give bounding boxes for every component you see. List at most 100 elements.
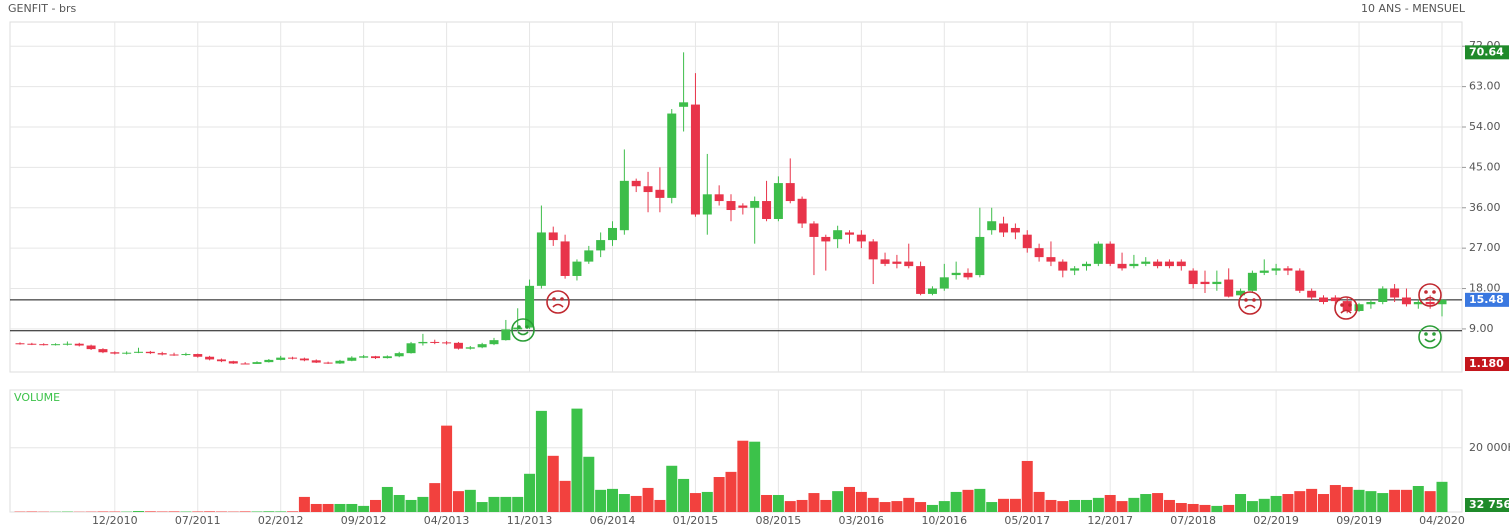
- volume-bar: [749, 441, 761, 512]
- candle-body: [904, 261, 914, 267]
- candle-body: [1153, 261, 1163, 267]
- candle-body: [1105, 243, 1115, 264]
- volume-bar: [1400, 489, 1412, 512]
- volume-bar: [701, 491, 713, 512]
- volume-bar: [689, 493, 701, 512]
- candle-body: [572, 261, 582, 276]
- volume-bar: [393, 494, 405, 512]
- y-tick-label: 18.00: [1469, 282, 1501, 295]
- candle-body: [1224, 279, 1234, 297]
- candle-body: [465, 347, 475, 349]
- candle-body: [1437, 299, 1447, 305]
- candle-body: [856, 234, 866, 242]
- volume-bar: [535, 410, 547, 512]
- candle-body: [608, 227, 617, 241]
- value-badge: [1465, 45, 1509, 60]
- volume-bar: [429, 483, 441, 512]
- candle-body: [252, 362, 262, 364]
- candle-body: [1022, 234, 1032, 249]
- volume-bar: [761, 494, 773, 512]
- candle-body: [1129, 263, 1139, 267]
- plot: [10, 52, 1462, 512]
- volume-bar: [1294, 491, 1306, 512]
- candle-body: [1070, 268, 1080, 271]
- volume-bar: [1152, 493, 1164, 512]
- candle-body: [39, 344, 49, 346]
- candle-body: [845, 232, 854, 235]
- value-badge: [1465, 292, 1509, 307]
- candle-body: [489, 340, 499, 345]
- y-tick-label: 63.00: [1469, 80, 1501, 93]
- candle-body: [98, 349, 108, 353]
- candle-body: [1401, 297, 1411, 305]
- volume-bar: [310, 503, 322, 512]
- candle-body: [880, 259, 890, 264]
- volume-bar: [1033, 491, 1045, 512]
- candle-body: [418, 341, 428, 344]
- candle-body: [1283, 268, 1293, 271]
- candle-body: [1342, 301, 1352, 311]
- x-tick-label: 10/2016: [921, 514, 967, 527]
- volume-bar: [512, 496, 524, 512]
- volume-bar: [464, 489, 476, 512]
- candle-body: [1141, 261, 1151, 264]
- candle-body: [726, 201, 736, 211]
- x-tick-label: 01/2015: [673, 514, 719, 527]
- volume-bar: [251, 511, 263, 512]
- volume-bar: [370, 499, 381, 512]
- volume-bar: [1199, 504, 1211, 512]
- volume-bar: [607, 488, 618, 512]
- candle-body: [536, 232, 546, 286]
- volume-bar: [595, 489, 607, 512]
- volume-bar: [133, 511, 144, 512]
- volume-bar: [915, 502, 927, 512]
- volume-bar: [441, 425, 453, 512]
- volume-bar: [1057, 501, 1069, 512]
- volume-bar: [654, 499, 666, 512]
- candle-body: [1413, 302, 1423, 305]
- x-tick-label: 04/2013: [424, 514, 470, 527]
- volume-bar: [298, 496, 310, 512]
- volume-bar: [1128, 497, 1140, 512]
- volume-bar: [974, 488, 986, 512]
- candle-body: [264, 359, 274, 363]
- candle-body: [773, 183, 783, 219]
- volume-bar: [1045, 499, 1057, 512]
- volume-bar: [737, 440, 749, 512]
- badge-label: 70.64: [1469, 45, 1504, 58]
- candle-body: [667, 113, 677, 198]
- volume-bar: [832, 491, 844, 512]
- y-tick-label: 9.00: [1469, 322, 1494, 335]
- volume-bar: [784, 501, 796, 512]
- volume-bar: [583, 456, 595, 512]
- volume-bar: [844, 486, 855, 512]
- volume-bar: [1140, 494, 1152, 512]
- chart-title: GENFIT - brs: [8, 2, 76, 15]
- volume-bar: [559, 480, 571, 512]
- candle-body: [1319, 297, 1328, 302]
- badge-label: 15.48: [1469, 293, 1504, 306]
- volume-bar: [713, 477, 725, 512]
- volume-bar: [1329, 485, 1341, 512]
- candle-body: [1212, 281, 1222, 285]
- candle-body: [916, 266, 926, 294]
- candle-body: [951, 272, 961, 276]
- candle-body: [371, 356, 380, 359]
- signals: [511, 283, 1442, 349]
- candle-body: [679, 102, 689, 107]
- volume-bar: [855, 491, 867, 512]
- candle-body: [750, 201, 760, 208]
- smile-icon: [1418, 325, 1442, 349]
- volume-bar: [926, 504, 938, 512]
- candle-body: [1247, 272, 1257, 291]
- candle-body: [157, 353, 167, 355]
- volume-bar: [642, 487, 654, 512]
- volume-bar: [322, 503, 334, 512]
- candle-body: [359, 356, 369, 358]
- volume-bar: [1081, 499, 1092, 512]
- volume-bar: [891, 501, 903, 512]
- candle-body: [702, 194, 712, 215]
- candle-body: [999, 223, 1009, 233]
- candle-body: [631, 180, 641, 187]
